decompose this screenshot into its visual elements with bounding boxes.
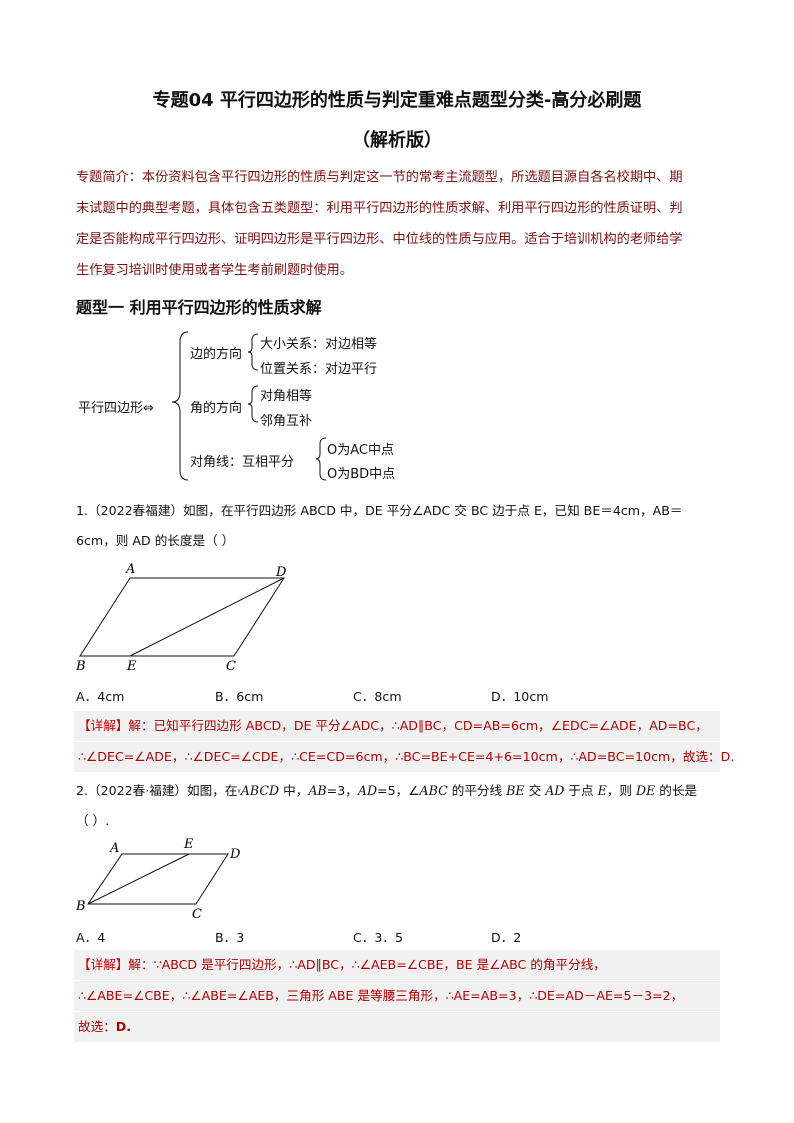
q2-text: 2.（2022春·福建）如图，在 xyxy=(76,783,238,798)
diagram-leaf: 对角相等 xyxy=(260,389,313,404)
diagram-leaf: O为BD中点 xyxy=(327,467,396,482)
option-d[interactable]: D．10cm xyxy=(491,689,549,704)
solution-tag: 【详解】 xyxy=(78,718,129,733)
q1-solution-box: 【详解】解：已知平行四边形 ABCD，DE 平分∠ADC，∴AD∥BC，CD=A… xyxy=(74,711,734,773)
intro-line: 定是否能构成平行四边形、证明四边形是平行四边形、中位线的性质与应用。适合于培训机… xyxy=(76,232,683,247)
q2-math: ABCD xyxy=(240,783,280,798)
point-label: C xyxy=(192,907,202,922)
diagram-leaf: 大小关系：对边相等 xyxy=(260,337,378,352)
option-a[interactable]: A．4cm xyxy=(76,689,125,704)
solution-line: 【详解】解：已知平行四边形 ABCD，DE 平分∠ADC，∴AD∥BC，CD=A… xyxy=(74,711,720,742)
q2-text: 的长是 xyxy=(655,783,698,798)
question-2-text: （ ）. xyxy=(76,813,110,828)
point-label: E xyxy=(183,837,194,852)
point-label: A xyxy=(109,841,119,856)
solution-text: 解：已知平行四边形 ABCD，DE 平分∠ADC，∴AD∥BC，CD=AB=6c… xyxy=(128,718,708,733)
q2-text: 的平分线 xyxy=(447,783,507,798)
point-label: D xyxy=(275,565,287,580)
q2-text: 于点 xyxy=(564,783,598,798)
diagram-branch: 角的方向 xyxy=(190,401,243,416)
point-label: D xyxy=(229,847,241,862)
q2-math: ABC xyxy=(419,783,448,798)
q2-text: 交 xyxy=(524,783,546,798)
solution-text: 解：∵ABCD 是平行四边形，∴AD∥BC，∴∠AEB=∠CBE，BE 是∠AB… xyxy=(128,957,606,972)
solution-line: ∴∠ABE=∠CBE，∴∠ABE=∠AEB，三角形 ABE 是等腰三角形，∴AE… xyxy=(74,981,720,1012)
page-title: 专题04 平行四边形的性质与判定重难点题型分类-高分必刷题 xyxy=(152,90,642,111)
diagram-leaf: 邻角互补 xyxy=(260,414,313,429)
q2-text: =5，∠ xyxy=(377,783,420,798)
option-b[interactable]: B．6cm xyxy=(215,689,264,704)
q1-figure: A D B E C xyxy=(75,562,287,674)
option-a[interactable]: A．4 xyxy=(76,930,106,945)
diagram-branch: 边的方向 xyxy=(190,347,243,362)
q2-math: AB xyxy=(308,783,327,798)
solution-line: 故选：D. xyxy=(74,1012,720,1043)
solution-answer: D. xyxy=(115,1019,132,1034)
q2-text: 中， xyxy=(279,783,309,798)
diagram-branch: 对角线：互相平分 xyxy=(190,455,295,470)
diagram-leaf: 位置关系：对边平行 xyxy=(260,362,378,377)
q2-figure: A E D B C xyxy=(75,837,241,922)
point-label: A xyxy=(125,562,135,577)
q2-math: AD xyxy=(545,783,565,798)
point-label: B xyxy=(75,899,86,914)
q2-math: DE xyxy=(636,783,656,798)
option-d[interactable]: D．2 xyxy=(491,930,522,945)
q2-math: AD xyxy=(357,783,378,798)
intro-line: 末试题中的典型考题，具体包含五类题型：利用平行四边形的性质求解、利用平行四边形的… xyxy=(76,201,683,216)
solution-tag: 【详解】 xyxy=(78,957,129,972)
solution-text: 故选： xyxy=(78,1019,116,1034)
diagram-root: 平行四边形⇔ xyxy=(78,401,154,416)
diagram-leaf: O为AC中点 xyxy=(327,443,394,458)
question-1-text: 1.（2022春福建）如图，在平行四边形 ABCD 中，DE 平分∠ADC 交 … xyxy=(76,503,683,518)
q2-math: BE xyxy=(506,783,525,798)
point-label: C xyxy=(226,659,236,674)
brace-small xyxy=(315,437,327,481)
solution-line: 【详解】解：∵ABCD 是平行四边形，∴AD∥BC，∴∠AEB=∠CBE，BE … xyxy=(74,950,720,981)
section-heading: 题型一 利用平行四边形的性质求解 xyxy=(76,298,322,317)
intro-line: 生作复习培训时使用或者学生考前刷题时使用。 xyxy=(76,263,353,278)
intro-line: 专题简介：本份资料包含平行四边形的性质与判定这一节的常考主流题型，所选题目源自各… xyxy=(76,170,683,185)
point-label: E xyxy=(126,659,137,674)
option-b[interactable]: B．3 xyxy=(215,930,245,945)
q2-text: =3， xyxy=(326,783,358,798)
question-2-text: 2.（2022春·福建）如图，在ᵞABCD 中，AB=3，AD=5，∠ABC 的… xyxy=(76,783,698,798)
option-c[interactable]: C．3．5 xyxy=(353,930,404,945)
brace-lines xyxy=(171,331,259,481)
page-subtitle: （解析版） xyxy=(352,130,442,151)
q2-text: ，则 xyxy=(606,783,636,798)
question-1-text: 6cm，则 AD 的长度是（ ） xyxy=(76,533,235,548)
q2-math: E xyxy=(597,783,607,798)
option-c[interactable]: C．8cm xyxy=(353,689,402,704)
q2-solution-box: 【详解】解：∵ABCD 是平行四边形，∴AD∥BC，∴∠AEB=∠CBE，BE … xyxy=(74,950,720,1043)
solution-line: ∴∠DEC=∠ADE，∴∠DEC=∠CDE，∴CE=CD=6cm，∴BC=BE+… xyxy=(74,742,734,773)
point-label: B xyxy=(75,659,86,674)
